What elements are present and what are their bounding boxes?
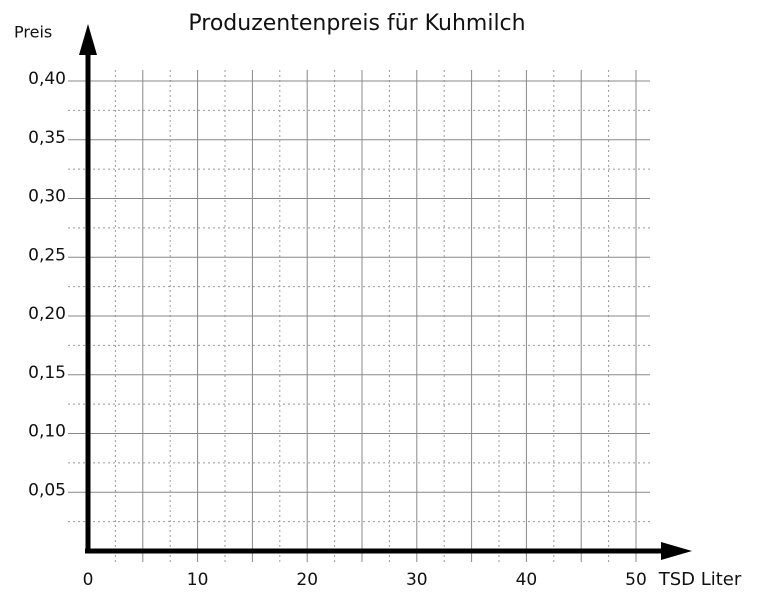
x-tick-label: 30 — [406, 570, 428, 590]
grid — [68, 70, 650, 562]
y-tick-label: 0,40 — [28, 69, 66, 89]
x-tick-label: 50 — [625, 570, 647, 590]
x-tick-label: 10 — [187, 570, 209, 590]
y-tick-label: 0,15 — [28, 363, 66, 383]
y-tick-label: 0,10 — [28, 422, 66, 442]
y-axis-arrow — [79, 24, 97, 55]
y-tick-label: 0,30 — [28, 187, 66, 207]
x-tick-label: 40 — [516, 570, 538, 590]
y-tick-label: 0,20 — [28, 304, 66, 324]
x-axis-label: TSD Liter — [658, 569, 742, 590]
y-tick-label: 0,35 — [28, 128, 66, 148]
x-tick-label: 20 — [296, 570, 318, 590]
y-tick-label: 0,05 — [28, 480, 66, 500]
x-tick-label: 0 — [83, 570, 94, 590]
y-tick-label: 0,25 — [28, 245, 66, 265]
axes — [79, 24, 692, 560]
y-axis-label: Preis — [14, 23, 52, 42]
chart-title: Produzentenpreis für Kuhmilch — [188, 11, 525, 36]
x-axis-arrow — [661, 542, 692, 560]
